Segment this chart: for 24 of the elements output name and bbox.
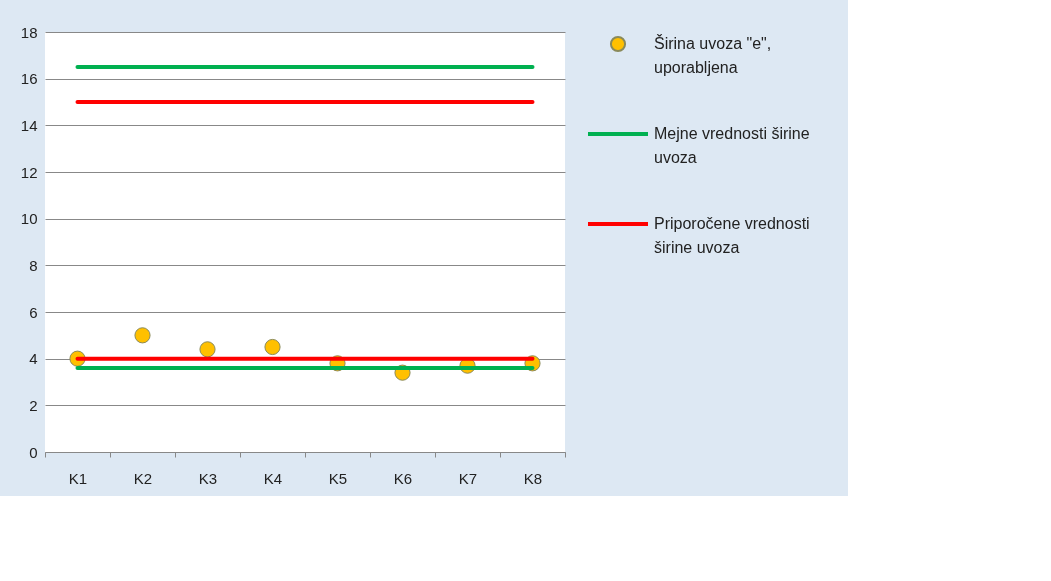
legend-label: Priporočene vrednosti širine uvoza xyxy=(654,215,810,256)
y-tick-label: 6 xyxy=(29,303,38,321)
x-tick-label: K8 xyxy=(523,469,543,487)
x-tick-label: K3 xyxy=(198,469,218,487)
y-tick-label: 16 xyxy=(20,70,38,88)
x-tick-label: K5 xyxy=(328,469,348,487)
y-tick-label: 12 xyxy=(20,163,38,181)
y-tick-label: 18 xyxy=(20,23,38,41)
legend-label: Mejne vrednosti širine uvoza xyxy=(654,125,810,166)
y-tick-label: 14 xyxy=(20,116,38,134)
x-tick-label: K2 xyxy=(133,469,153,487)
point xyxy=(199,341,216,358)
point xyxy=(264,338,281,356)
x-tick-label: K7 xyxy=(458,469,478,487)
x-tick-label: K1 xyxy=(68,469,88,487)
legend-label: Širina uvoza "e", uporabljena xyxy=(654,34,772,76)
y-tick-label: 4 xyxy=(29,350,38,368)
y-tick-label: 0 xyxy=(29,443,38,461)
point xyxy=(134,327,151,344)
y-tick-label: 8 xyxy=(29,256,38,274)
y-tick-label: 10 xyxy=(20,210,38,228)
x-tick-label: K4 xyxy=(263,469,283,487)
y-tick-label: 2 xyxy=(29,396,38,414)
x-tick-label: K6 xyxy=(393,469,413,487)
